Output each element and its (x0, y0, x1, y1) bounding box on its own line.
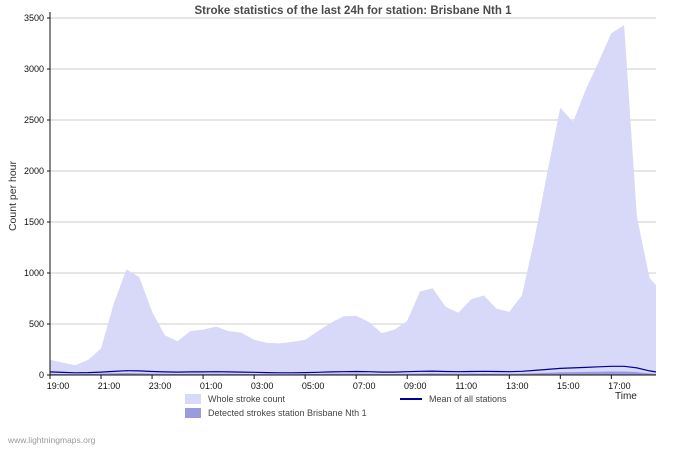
x-axis-label: Time (615, 391, 637, 402)
legend-swatch-detected-strokes (185, 408, 201, 418)
svg-text:05:00: 05:00 (302, 381, 325, 391)
legend-item-mean-of-all-stations: Mean of all stations (400, 394, 507, 404)
svg-text:17:00: 17:00 (608, 381, 631, 391)
svg-text:03:00: 03:00 (251, 381, 274, 391)
svg-text:09:00: 09:00 (404, 381, 427, 391)
chart-title: Stroke statistics of the last 24h for st… (194, 5, 512, 17)
svg-text:2500: 2500 (24, 115, 44, 125)
svg-text:01:00: 01:00 (200, 381, 223, 391)
svg-text:11:00: 11:00 (455, 381, 477, 391)
legend-swatch-whole-stroke-count (185, 394, 201, 404)
svg-text:21:00: 21:00 (98, 381, 121, 391)
svg-text:13:00: 13:00 (506, 381, 529, 391)
svg-text:500: 500 (29, 319, 44, 329)
svg-text:0: 0 (39, 370, 44, 380)
svg-text:2000: 2000 (24, 166, 44, 176)
svg-text:07:00: 07:00 (353, 381, 376, 391)
svg-text:1500: 1500 (24, 217, 44, 227)
legend-label-mean-of-all-stations: Mean of all stations (429, 394, 507, 404)
svg-text:19:00: 19:00 (47, 381, 70, 391)
site-link[interactable]: www.lightningmaps.org (8, 435, 96, 445)
svg-text:1000: 1000 (24, 268, 44, 278)
legend-swatch-mean-line (400, 398, 422, 400)
svg-text:23:00: 23:00 (149, 381, 172, 391)
svg-text:3000: 3000 (24, 64, 44, 74)
legend-item-detected-strokes: Detected strokes station Brisbane Nth 1 (185, 408, 400, 418)
legend-label-whole-stroke-count: Whole stroke count (208, 394, 286, 404)
svg-text:15:00: 15:00 (557, 381, 580, 391)
legend: Whole stroke count Mean of all stations … (185, 394, 507, 418)
legend-label-detected-strokes: Detected strokes station Brisbane Nth 1 (208, 408, 367, 418)
svg-text:3500: 3500 (24, 13, 44, 23)
legend-item-whole-stroke-count: Whole stroke count (185, 394, 400, 404)
